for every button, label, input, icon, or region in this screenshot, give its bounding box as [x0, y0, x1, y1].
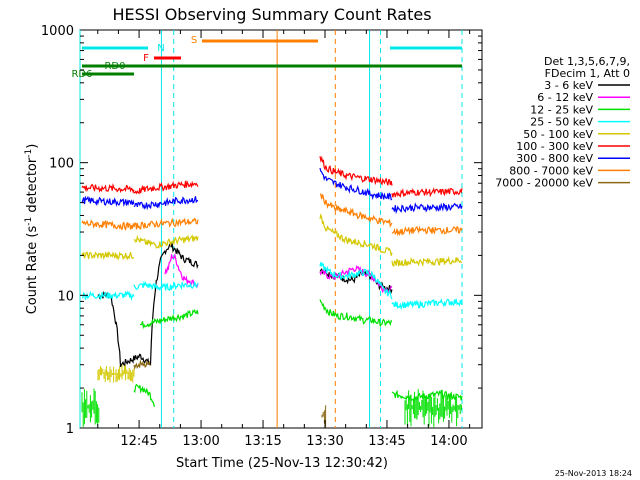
noisy-low-counts — [81, 364, 462, 428]
series-line — [81, 290, 135, 302]
series-line — [133, 280, 199, 292]
y-axis-label-sup2: -1 — [24, 149, 34, 158]
series-line — [319, 299, 393, 327]
series-line — [319, 261, 393, 300]
y-tick-label: 10 — [57, 289, 74, 304]
series-800-7000-kev — [81, 193, 463, 237]
series-line — [81, 195, 135, 208]
series-12-25-kev — [133, 299, 463, 407]
y-tick-label: 100 — [49, 157, 74, 172]
series-line — [391, 297, 463, 311]
flag-bars: N S F RD0 RD6 — [71, 35, 462, 80]
series-line — [391, 225, 463, 237]
y-axis-label-mid: detector — [25, 157, 40, 217]
x-tick-label: 13:00 — [182, 434, 219, 449]
y-axis-label-main: Count Rate (s — [25, 226, 40, 315]
y-axis-ticks: 1 10 100 1000 — [41, 24, 482, 437]
legend-entry-label: 6 - 12 keV — [537, 91, 593, 104]
plot-area: N S F RD0 RD6 1 10 100 1000 12:45 13:00 13:15 13:3… — [41, 24, 483, 449]
chart-title: HESSI Observing Summary Count Rates — [112, 5, 431, 24]
series-line — [133, 179, 199, 195]
legend-entry-label: 7000 - 20000 keV — [495, 177, 593, 190]
y-tick-label: 1000 — [41, 24, 74, 39]
x-tick-label: 12:45 — [120, 434, 157, 449]
series-line — [391, 187, 463, 198]
series-line — [391, 389, 463, 402]
series-7000-20000-kev — [133, 359, 151, 370]
flag-label-rd0: RD0 — [104, 61, 125, 72]
footer-timestamp: 25-Nov-2013 18:24 — [555, 469, 632, 478]
y-tick-label: 1 — [66, 422, 74, 437]
y-axis-label: Count Rate (s-1 detector-1) — [24, 144, 40, 315]
series-300-800-kev — [81, 167, 463, 215]
series-line — [319, 155, 393, 186]
series-line — [133, 196, 199, 211]
x-tick-label: 13:15 — [244, 434, 281, 449]
flag-label-f: F — [143, 53, 149, 64]
series-50-100-kev — [81, 213, 463, 268]
series-line — [164, 252, 199, 288]
legend-entry-label: 3 - 6 keV — [544, 79, 593, 92]
legend-entry-label: 800 - 7000 keV — [509, 164, 593, 177]
series-line — [319, 167, 393, 201]
series-line — [81, 182, 135, 194]
legend-entry-label: 100 - 300 keV — [516, 140, 593, 153]
flag-label-rd6: RD6 — [71, 69, 92, 80]
legend-header-decim: FDecim 1, Att 0 — [545, 67, 630, 80]
y-axis-label-end: ) — [25, 144, 40, 149]
series-lines — [81, 155, 463, 407]
x-axis-ticks: 12:45 13:00 13:15 13:30 13:45 14:00 — [97, 30, 471, 449]
legend-entry-label: 12 - 25 keV — [530, 103, 593, 116]
series-line — [97, 241, 199, 368]
series-25-50-kev — [81, 261, 463, 311]
series-line — [391, 255, 463, 268]
series-line — [319, 193, 393, 228]
event-markers — [79, 30, 463, 428]
y-axis-label-sup1: -1 — [24, 217, 34, 226]
series-line — [81, 219, 135, 231]
x-tick-label: 13:30 — [306, 434, 343, 449]
series-line — [133, 383, 156, 407]
legend-entry-label: 300 - 800 keV — [516, 152, 593, 165]
series-100-300-kev — [81, 155, 463, 198]
series-line — [391, 202, 463, 215]
flag-label-n: N — [157, 43, 164, 54]
x-tick-label: 13:45 — [368, 434, 405, 449]
series-line — [319, 213, 393, 256]
legend: Det 1,3,5,6,7,9, FDecim 1, Att 0 3 - 6 k… — [495, 55, 630, 190]
x-axis-label: Start Time (25-Nov-13 12:30:42) — [176, 456, 388, 471]
series-line — [133, 359, 151, 370]
series-line — [81, 251, 135, 261]
legend-entry-label: 25 - 50 keV — [530, 116, 593, 129]
legend-entry-label: 50 - 100 keV — [523, 128, 593, 141]
flag-label-s: S — [191, 35, 197, 46]
series-line — [133, 234, 199, 249]
series-line — [133, 217, 199, 230]
x-tick-label: 14:00 — [430, 434, 467, 449]
legend-header-detectors: Det 1,3,5,6,7,9, — [544, 55, 630, 68]
series-line — [139, 308, 199, 330]
